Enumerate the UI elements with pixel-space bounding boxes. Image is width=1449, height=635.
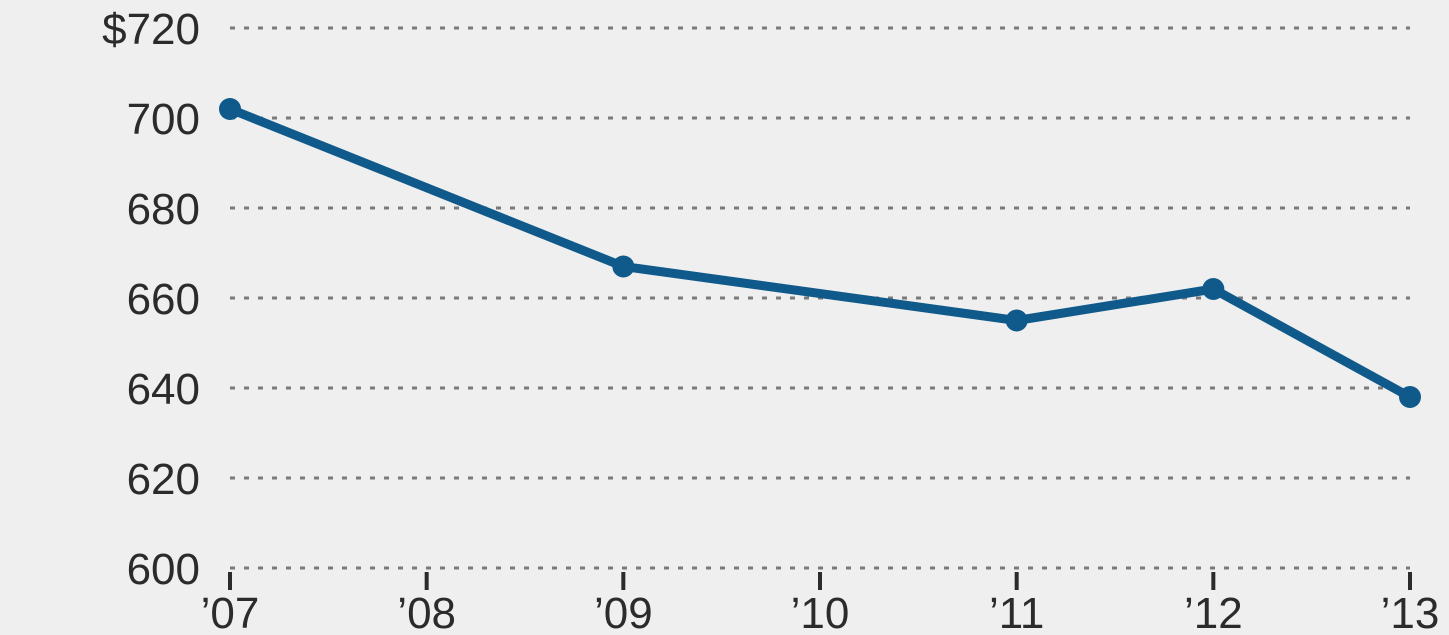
- data-point-0-4: [1399, 386, 1421, 408]
- gridlines: [230, 26, 1410, 570]
- x-tick-label-0: ’07: [201, 589, 260, 635]
- data-point-0-3: [1202, 278, 1225, 300]
- x-tick-label-4: ’11: [989, 589, 1044, 635]
- series: [219, 98, 1421, 408]
- x-tick-label-3: ’10: [791, 589, 850, 635]
- x-tick-label-2: ’09: [594, 589, 653, 635]
- y-tick-label-700: 700: [127, 95, 200, 144]
- x-tick-label-5: ’12: [1184, 589, 1243, 635]
- y-tick-label-660: 660: [127, 275, 200, 324]
- series-line-0: [225, 104, 1415, 402]
- y-tick-label-680: 680: [127, 185, 200, 234]
- y-axis-tick-labels: 600 620 640 660 680 700 $720: [102, 5, 200, 594]
- data-point-0-1: [612, 255, 635, 278]
- y-tick-label-720: $720: [102, 5, 200, 54]
- y-tick-label-600: 600: [127, 545, 200, 594]
- data-point-0-2: [1005, 309, 1028, 332]
- x-tick-label-1: ’08: [397, 589, 456, 635]
- x-tick-label-6: ’13: [1381, 589, 1440, 635]
- x-axis-ticks: ’07 ’08 ’09 ’10 ’11 ’12 ’13: [201, 572, 1440, 635]
- data-point-0-0: [219, 98, 241, 120]
- y-tick-label-620: 620: [127, 455, 200, 504]
- y-tick-label-640: 640: [127, 365, 200, 414]
